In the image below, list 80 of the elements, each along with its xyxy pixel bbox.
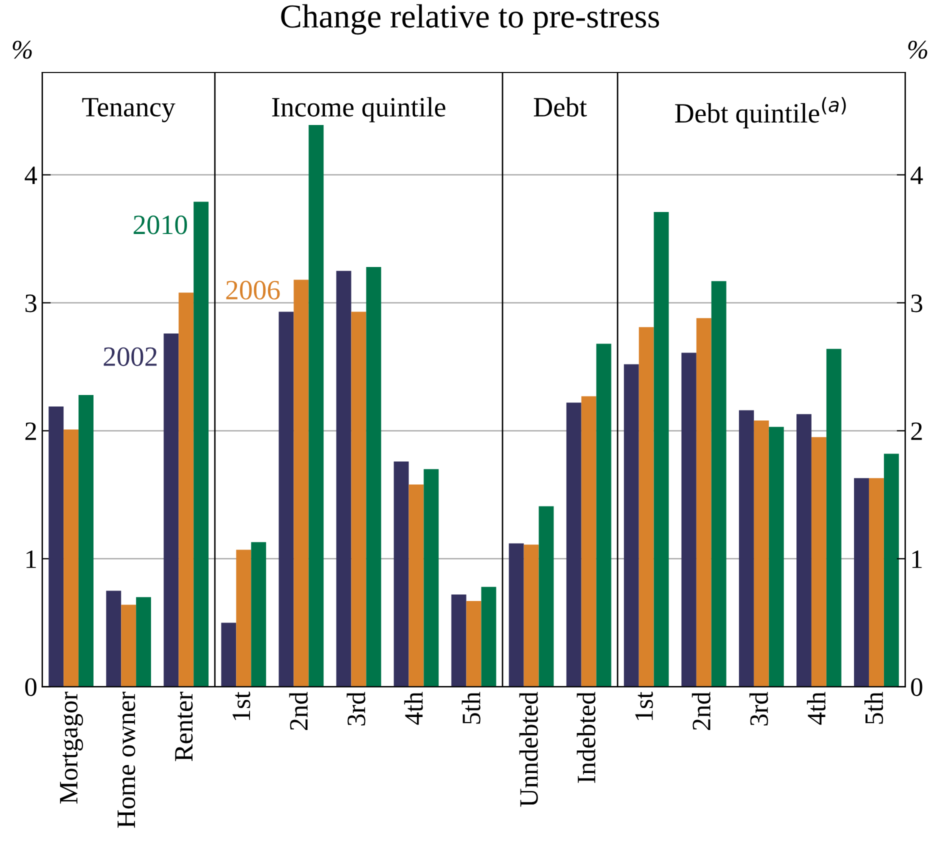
- y-tick-label: 1: [26, 550, 36, 568]
- x-tick-label: Indebted: [576, 692, 596, 783]
- bar: [394, 461, 409, 687]
- bar: [826, 348, 842, 687]
- bar: [711, 281, 726, 687]
- bar: [221, 622, 236, 687]
- bar: [294, 280, 309, 687]
- bar: [638, 327, 654, 687]
- bar: [811, 437, 826, 687]
- y-tick-label: 4: [24, 166, 38, 184]
- x-tick-label: 1st: [232, 692, 250, 720]
- bar: [236, 550, 252, 687]
- bar: [64, 429, 79, 687]
- x-tick-label: Home owner: [118, 692, 136, 828]
- bar: [78, 394, 94, 687]
- y-axis-title: %: [12, 40, 32, 59]
- bar: [408, 484, 424, 687]
- x-tick-label: 5th: [462, 692, 480, 724]
- bar: [251, 542, 266, 687]
- bar: [351, 312, 366, 687]
- bar: [278, 312, 294, 687]
- bar: [451, 594, 466, 687]
- annotation: Debt: [534, 97, 587, 117]
- bar: [508, 543, 524, 687]
- bar: [336, 270, 352, 687]
- y-tick-label: 3: [26, 294, 36, 312]
- x-tick-label: Renter: [175, 692, 193, 762]
- x-tick-label: 4th: [806, 692, 826, 725]
- bar: [768, 426, 784, 687]
- series-label: 2002: [104, 347, 157, 366]
- bar: [164, 334, 179, 687]
- x-tick-label: 3rd: [749, 692, 768, 726]
- bar: [366, 266, 382, 687]
- bar: [596, 344, 612, 687]
- bar: [581, 396, 596, 687]
- bar: [868, 478, 884, 687]
- annotation: Debt quintile$^{(a)}$: [675, 97, 846, 128]
- y-tick-label: 2: [25, 422, 36, 440]
- bar: [696, 318, 712, 687]
- bar: [566, 402, 582, 687]
- bar: [654, 212, 669, 687]
- chart-title: Change relative to pre-stress: [281, 4, 659, 35]
- bar: [538, 506, 554, 687]
- bar: [136, 597, 152, 687]
- bar: [481, 586, 496, 687]
- bar: [194, 202, 209, 687]
- x-tick-label: 2nd: [692, 692, 710, 730]
- y2-axis-title: %: [908, 40, 928, 59]
- bar: [424, 469, 439, 687]
- bar: [178, 292, 194, 687]
- annotation: Tenancy: [82, 98, 176, 122]
- series-label: 2006: [226, 280, 280, 300]
- bar: [48, 406, 64, 687]
- y2-tick-label: 4: [910, 166, 923, 184]
- y2-tick-label: 1: [912, 550, 922, 568]
- y2-tick-label: 2: [911, 422, 922, 440]
- bar: [884, 454, 899, 687]
- x-tick-label: 3rd: [346, 692, 366, 726]
- bar: [854, 478, 869, 687]
- x-tick-label: 4th: [404, 692, 423, 725]
- annotation: Income quintile: [272, 97, 446, 122]
- series-label: 2010: [134, 216, 187, 234]
- y2-tick-label: 0: [911, 678, 922, 696]
- x-tick-label: 1st: [635, 692, 653, 720]
- bar: [796, 414, 812, 687]
- bar: [681, 352, 696, 687]
- x-tick-label: Mortgagor: [60, 692, 84, 804]
- bar: [466, 600, 482, 687]
- bar: [106, 590, 122, 687]
- x-tick-label: 2nd: [289, 692, 308, 730]
- x-tick-label: Unndebted: [519, 692, 538, 807]
- y2-tick-label: 3: [911, 294, 922, 312]
- bar: [738, 410, 754, 687]
- x-tick-label: 5th: [864, 692, 884, 724]
- bar: [524, 544, 539, 687]
- bar: [754, 420, 769, 687]
- bar: [624, 364, 639, 687]
- bar: [308, 124, 324, 687]
- bar: [121, 604, 136, 687]
- y-tick-label: 0: [25, 678, 36, 696]
